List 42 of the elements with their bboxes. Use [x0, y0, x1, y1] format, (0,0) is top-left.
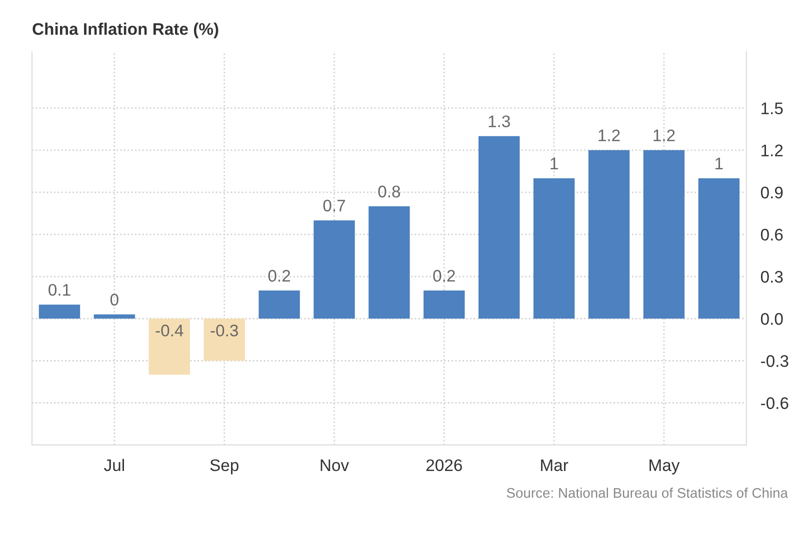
- bar: [478, 136, 520, 319]
- y-tick-label: 1.5: [762, 102, 783, 114]
- data-label: -0.3: [210, 324, 238, 336]
- data-label: 1: [550, 158, 558, 170]
- x-tick-label: Nov: [320, 459, 350, 472]
- x-tick-label: 2026: [426, 459, 462, 472]
- data-label: 0.2: [268, 270, 290, 282]
- data-label: 0.8: [378, 186, 400, 198]
- chart-title: China Inflation Rate (%): [32, 22, 218, 38]
- data-label: -0.4: [156, 324, 184, 336]
- data-label: 1.3: [488, 115, 510, 128]
- y-tick-label: 0.6: [760, 228, 783, 241]
- y-tick-label: 0.3: [760, 270, 783, 283]
- bar: [643, 150, 685, 319]
- data-label: 1.2: [654, 130, 675, 142]
- x-tick-label: Jul: [104, 458, 124, 472]
- bar: [258, 290, 300, 319]
- x-tick-label: May: [650, 459, 680, 474]
- bar: [314, 220, 355, 319]
- bar: [588, 150, 630, 319]
- data-label: 0.2: [433, 270, 455, 282]
- bar: [94, 314, 136, 319]
- data-label: 0.7: [323, 200, 345, 212]
- y-tick-label: 0.0: [760, 313, 783, 325]
- y-tick-label: -0.6: [761, 397, 788, 410]
- y-tick-label: 0.9: [760, 186, 783, 198]
- y-tick-label: -0.3: [761, 355, 788, 367]
- bar: [533, 178, 575, 319]
- y-tick-label: 1.2: [762, 144, 783, 156]
- bar: [424, 290, 465, 319]
- x-tick-label: Sep: [210, 459, 238, 474]
- data-label: 1.2: [598, 130, 620, 142]
- bar: [698, 178, 740, 319]
- data-label: 0.1: [48, 284, 70, 296]
- x-tick-label: Mar: [541, 459, 568, 472]
- bar: [38, 304, 80, 319]
- source-note: Source: National Bureau of Statistics of China: [506, 488, 788, 498]
- bar: [204, 318, 245, 361]
- data-label: 0: [110, 294, 118, 306]
- data-label: 1: [716, 158, 723, 170]
- bar: [148, 318, 190, 375]
- bar: [368, 206, 410, 319]
